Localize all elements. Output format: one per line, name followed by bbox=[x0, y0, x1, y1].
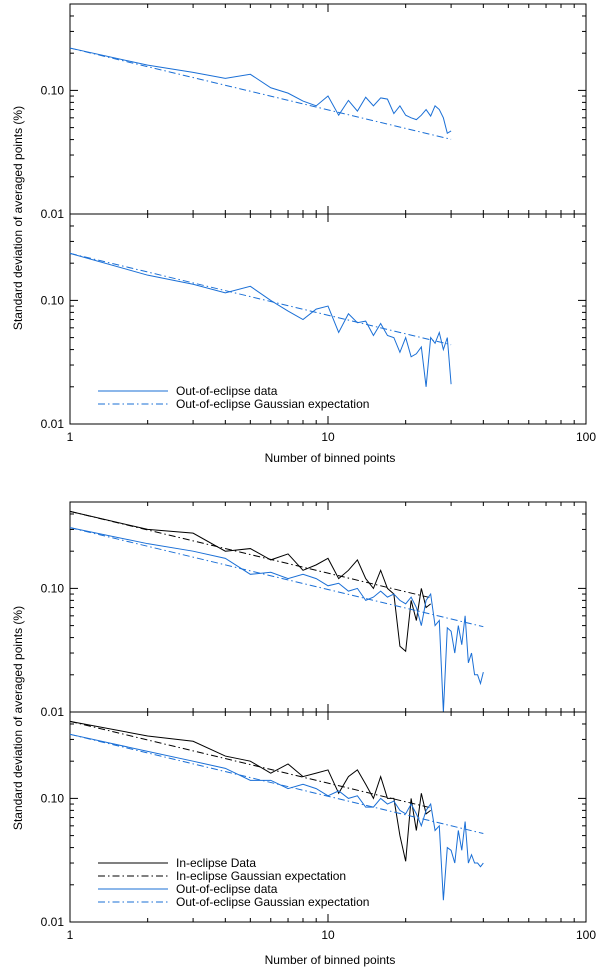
legend-label: Out-of-eclipse Gaussian expectation bbox=[176, 895, 369, 909]
y-axis-label-figure-1: Standard deviation of averaged points (%… bbox=[11, 106, 25, 330]
panel-1-bottom-out-of-eclipse: 0.01 0.10 1 10 100 Out-of-eclipse dataOut-of-… bbox=[41, 213, 596, 444]
x-tick-label: 100 bbox=[576, 430, 596, 444]
y-tick-label: 0.10 bbox=[41, 293, 65, 307]
legend-label: In-eclipse Data bbox=[176, 856, 256, 870]
y-tick-label: 0.10 bbox=[41, 581, 65, 595]
x-tick-label: 10 bbox=[321, 928, 335, 942]
series-line bbox=[69, 252, 452, 387]
plot-frame bbox=[69, 3, 587, 215]
legend-label: Out-of-eclipse data bbox=[176, 384, 278, 398]
series-line bbox=[69, 733, 484, 834]
y-tick-label: 0.10 bbox=[41, 791, 65, 805]
plot-frame bbox=[69, 213, 587, 425]
x-tick-label: 1 bbox=[67, 928, 74, 942]
x-tick-label: 100 bbox=[576, 928, 596, 942]
series-line bbox=[69, 720, 431, 809]
series-line bbox=[69, 47, 452, 140]
plot-frame bbox=[69, 501, 587, 713]
legend-label: In-eclipse Gaussian expectation bbox=[176, 869, 346, 883]
x-tick-label: 1 bbox=[67, 430, 74, 444]
x-axis-label-figure-1: Number of binned points bbox=[265, 451, 396, 465]
series-line bbox=[69, 720, 431, 862]
series-line bbox=[69, 733, 484, 901]
y-tick-label: 0.01 bbox=[41, 915, 65, 929]
x-tick-label: 10 bbox=[321, 430, 335, 444]
panel-1-top-out-of-eclipse: 0.01 0.10 bbox=[41, 3, 587, 221]
y-tick-label: 0.10 bbox=[41, 83, 65, 97]
panel-2-bottom-in-out-eclipse: 0.01 0.10 1 10 100 In-eclipse DataIn-eclipse … bbox=[41, 711, 596, 942]
series-line bbox=[69, 252, 452, 346]
series-line bbox=[69, 527, 484, 713]
y-tick-label: 0.01 bbox=[41, 207, 65, 221]
series-line bbox=[69, 47, 452, 135]
x-axis-label-figure-2: Number of binned points bbox=[265, 953, 396, 967]
y-tick-label: 0.01 bbox=[41, 705, 65, 719]
legend-label: Out-of-eclipse data bbox=[176, 882, 278, 896]
panel-2-top-in-out-eclipse: 0.01 0.10 bbox=[41, 501, 587, 719]
series-line bbox=[69, 527, 484, 628]
series-line bbox=[69, 510, 431, 653]
legend-label: Out-of-eclipse Gaussian expectation bbox=[176, 397, 369, 411]
plot-frame bbox=[69, 711, 587, 923]
y-axis-label-figure-2: Standard deviation of averaged points (%… bbox=[11, 606, 25, 830]
series-line bbox=[69, 510, 431, 599]
y-tick-label: 0.01 bbox=[41, 417, 65, 431]
